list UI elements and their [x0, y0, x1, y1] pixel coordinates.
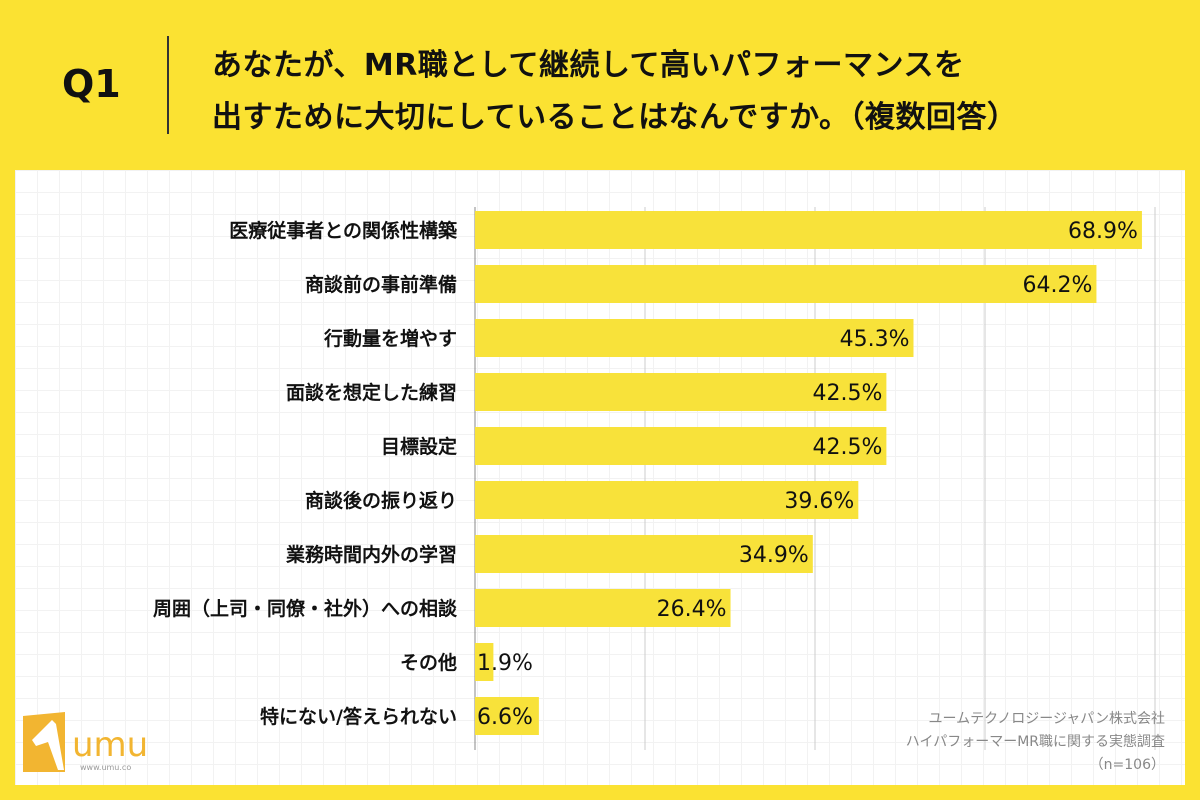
category-label: 医療従事者との関係性構築	[229, 219, 458, 242]
data-label: 34.9%	[739, 543, 809, 568]
category-label: 業務時間内外の学習	[285, 543, 457, 566]
question-label: Q1	[62, 62, 121, 106]
logo-url: www.umu.co	[80, 763, 131, 772]
source-survey: ハイパフォーマーMR職に関する実態調査	[905, 734, 1165, 750]
data-label: 39.6%	[784, 489, 854, 514]
data-label: 64.2%	[1023, 273, 1093, 298]
data-label: 26.4%	[657, 597, 727, 622]
source-note: ユームテクノロジージャパン株式会社 ハイパフォーマーMR職に関する実態調査 （n…	[906, 708, 1165, 777]
title-line-1: あなたが、MR職として継続して高いパフォーマンスを	[212, 48, 965, 83]
category-label: その他	[400, 651, 457, 674]
umu-logo: umu www.umu.co	[20, 710, 160, 779]
category-label: 面談を想定した練習	[286, 381, 457, 404]
divider	[167, 36, 169, 134]
bar	[475, 373, 887, 411]
category-label: 目標設定	[381, 435, 457, 458]
data-label: 45.3%	[840, 327, 910, 352]
bar	[475, 427, 887, 465]
bar	[475, 319, 914, 357]
category-label: 商談後の振り返り	[305, 489, 457, 512]
source-company: ユームテクノロジージャパン株式会社	[928, 711, 1165, 727]
data-label: 42.5%	[812, 435, 882, 460]
data-label: 68.9%	[1068, 219, 1138, 244]
category-label: 行動量を増やす	[323, 327, 457, 350]
bar	[475, 265, 1097, 303]
data-label: 42.5%	[812, 381, 882, 406]
bar	[475, 211, 1142, 249]
bar	[475, 697, 539, 735]
bar	[475, 589, 731, 627]
page-title: あなたが、MR職として継続して高いパフォーマンスを 出すために大切にしていること…	[212, 40, 1018, 144]
data-label: 1.9%	[477, 651, 533, 676]
giraffe-logo-icon: umu www.umu.co	[23, 712, 148, 772]
bar	[475, 481, 859, 519]
bar	[475, 535, 813, 573]
title-line-2: 出すために大切にしていることはなんですか。（複数回答）	[212, 100, 1018, 135]
category-label: 特にない/答えられない	[260, 705, 457, 728]
data-label: 6.6%	[477, 705, 533, 730]
source-sample-size: （n=106）	[1089, 757, 1165, 773]
bar	[475, 643, 494, 681]
category-label: 周囲（上司・同僚・社外）への相談	[153, 597, 458, 620]
logo-text: umu	[72, 725, 148, 765]
category-label: 商談前の事前準備	[305, 273, 457, 296]
